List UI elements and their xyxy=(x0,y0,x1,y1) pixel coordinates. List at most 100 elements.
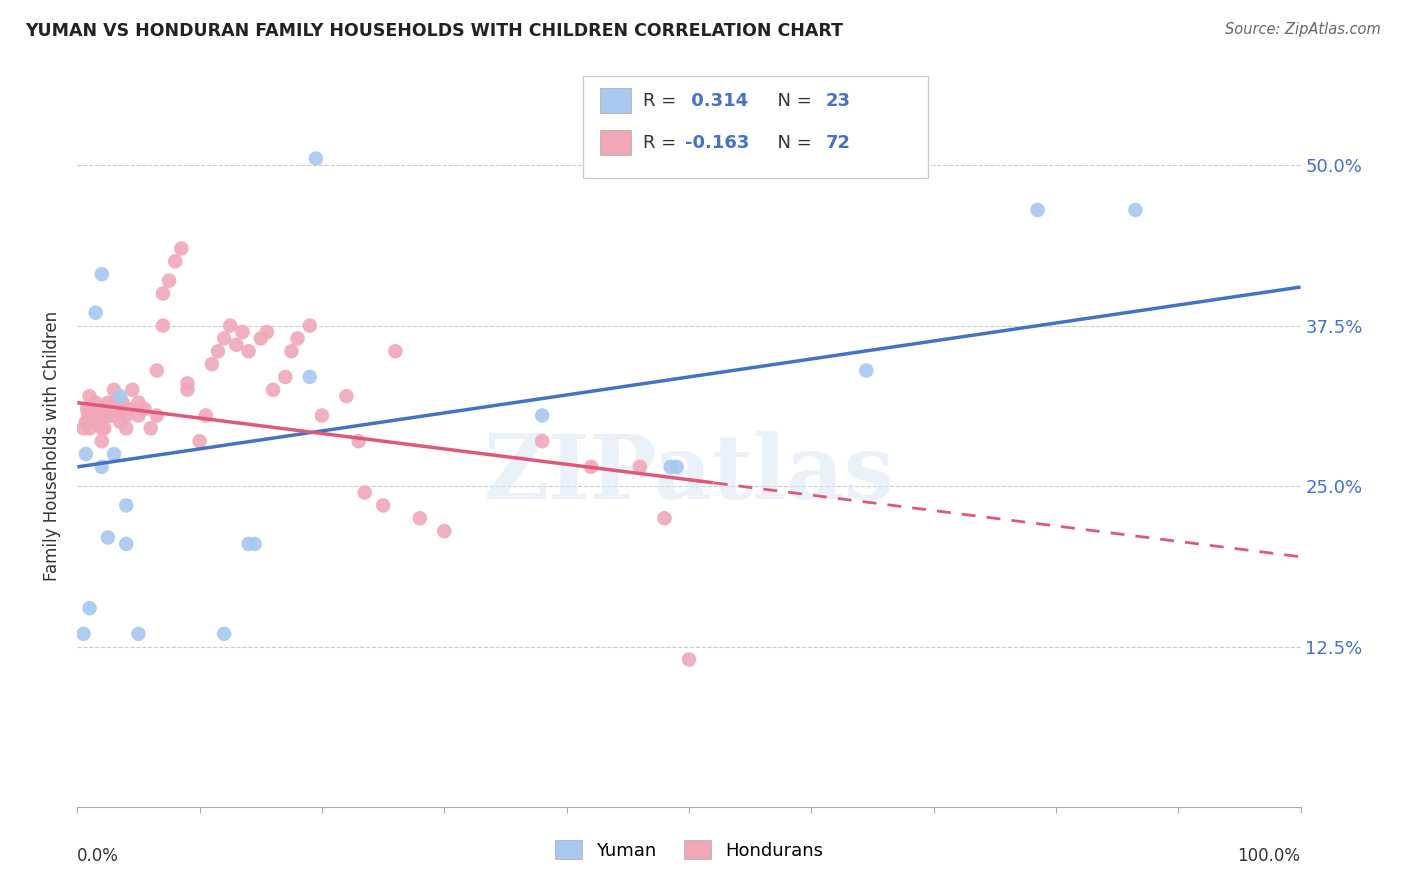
Point xyxy=(188,434,211,449)
Point xyxy=(194,409,217,423)
Text: ZIPatlas: ZIPatlas xyxy=(484,432,894,518)
Text: YUMAN VS HONDURAN FAMILY HOUSEHOLDS WITH CHILDREN CORRELATION CHART: YUMAN VS HONDURAN FAMILY HOUSEHOLDS WITH… xyxy=(25,22,844,40)
Point xyxy=(353,485,375,500)
Point xyxy=(665,459,688,474)
Point xyxy=(84,395,107,409)
Text: 0.314: 0.314 xyxy=(685,92,748,110)
Point xyxy=(146,363,169,377)
Point xyxy=(170,242,193,256)
Point xyxy=(103,409,125,423)
Point xyxy=(127,627,149,641)
Point xyxy=(84,306,107,320)
Point xyxy=(659,459,682,474)
Point xyxy=(298,318,321,333)
Point xyxy=(212,331,235,345)
Point xyxy=(238,344,260,359)
Point xyxy=(75,415,97,429)
Point xyxy=(531,434,554,449)
Point xyxy=(201,357,224,371)
Point xyxy=(103,395,125,409)
Point xyxy=(79,421,101,435)
Point xyxy=(287,331,309,345)
Point xyxy=(79,389,101,403)
Point xyxy=(100,409,122,423)
Text: -0.163: -0.163 xyxy=(685,134,749,152)
Point xyxy=(231,325,253,339)
Text: N =: N = xyxy=(766,134,818,152)
Point xyxy=(176,383,198,397)
Point xyxy=(134,402,156,417)
Point xyxy=(384,344,406,359)
Point xyxy=(108,402,131,417)
Text: 23: 23 xyxy=(825,92,851,110)
Text: 72: 72 xyxy=(825,134,851,152)
Point xyxy=(79,601,101,615)
Point xyxy=(121,383,143,397)
Point xyxy=(115,421,138,435)
Point xyxy=(108,389,131,403)
Point xyxy=(90,421,112,435)
Text: R =: R = xyxy=(643,134,682,152)
Point xyxy=(90,459,112,474)
Point xyxy=(298,370,321,384)
Point xyxy=(433,524,456,538)
Point xyxy=(79,402,101,417)
Point xyxy=(250,331,273,345)
Point xyxy=(77,409,100,423)
Point xyxy=(115,409,138,423)
Point xyxy=(115,537,138,551)
Point xyxy=(90,434,112,449)
Point xyxy=(103,383,125,397)
Point xyxy=(157,274,180,288)
Point xyxy=(347,434,370,449)
Point xyxy=(409,511,432,525)
Point xyxy=(139,421,162,435)
Point xyxy=(93,402,115,417)
Text: 100.0%: 100.0% xyxy=(1237,847,1301,865)
Text: N =: N = xyxy=(766,92,818,110)
Point xyxy=(176,376,198,391)
Point xyxy=(305,152,328,166)
Point xyxy=(84,409,107,423)
Point xyxy=(97,395,120,409)
Text: R =: R = xyxy=(643,92,682,110)
Point xyxy=(579,459,602,474)
Point xyxy=(855,363,877,377)
Point xyxy=(219,318,242,333)
Point xyxy=(93,421,115,435)
Point xyxy=(79,415,101,429)
Point xyxy=(207,344,229,359)
Point xyxy=(274,370,297,384)
Point xyxy=(243,537,266,551)
Point xyxy=(146,409,169,423)
Point xyxy=(89,415,111,429)
Point xyxy=(628,459,651,474)
Point xyxy=(335,389,357,403)
Point xyxy=(654,511,676,525)
Point xyxy=(212,627,235,641)
Point xyxy=(256,325,278,339)
Point xyxy=(238,537,260,551)
Point xyxy=(103,447,125,461)
Point xyxy=(280,344,302,359)
Point xyxy=(72,421,94,435)
Point xyxy=(152,318,174,333)
Point xyxy=(118,402,141,417)
Point xyxy=(531,409,554,423)
Point xyxy=(111,395,134,409)
Point xyxy=(90,409,112,423)
Point xyxy=(72,627,94,641)
Text: 0.0%: 0.0% xyxy=(77,847,120,865)
Point xyxy=(165,254,187,268)
Y-axis label: Family Households with Children: Family Households with Children xyxy=(44,311,62,581)
Point xyxy=(127,409,149,423)
Point xyxy=(127,395,149,409)
Point xyxy=(1026,202,1049,217)
Point xyxy=(311,409,333,423)
Point xyxy=(262,383,284,397)
Point xyxy=(115,499,138,513)
Point xyxy=(75,447,97,461)
Point xyxy=(1125,202,1147,217)
Point xyxy=(97,409,120,423)
Legend: Yuman, Hondurans: Yuman, Hondurans xyxy=(547,833,831,867)
